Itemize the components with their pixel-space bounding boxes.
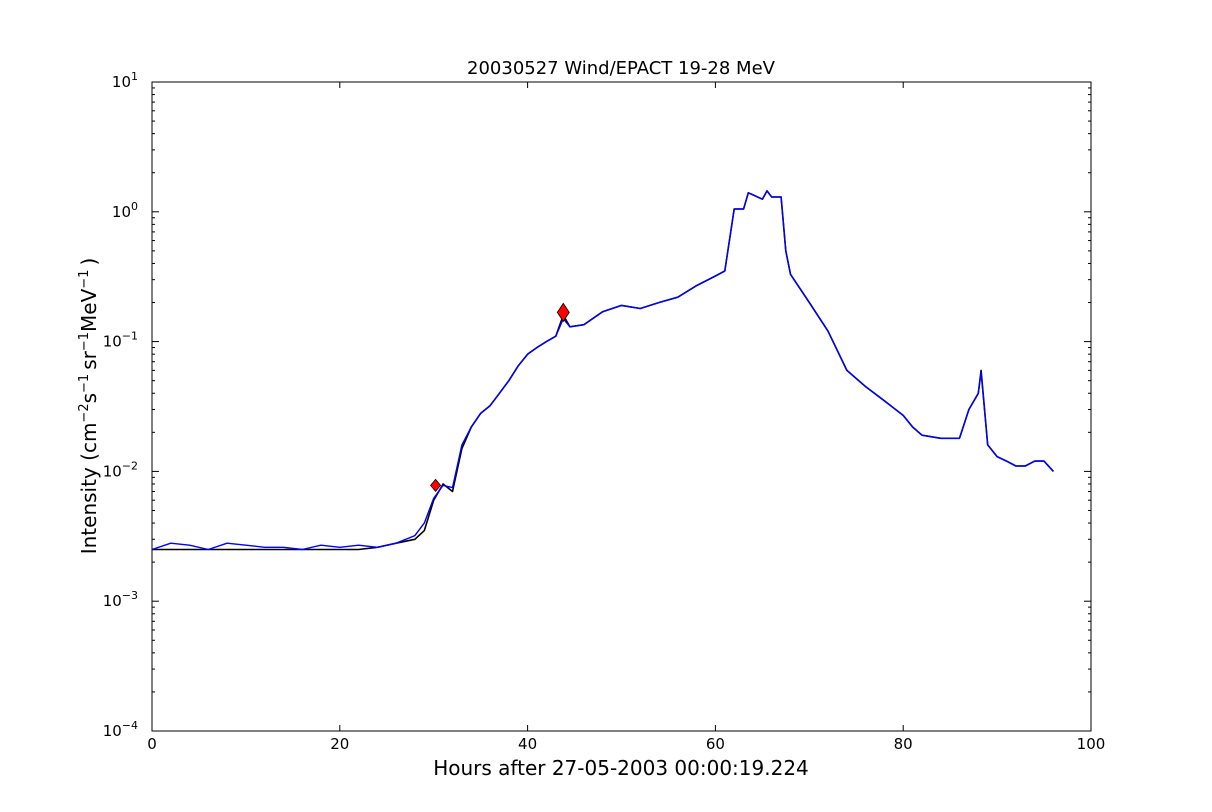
x-tick-label: 40 (518, 735, 537, 753)
y-tick-label: 10−4 (103, 719, 138, 740)
y-tick-label: 10−3 (103, 589, 138, 610)
marker-diamond (556, 302, 570, 323)
x-tick-label: 80 (894, 735, 913, 753)
y-axis-title-suffix: ) (77, 258, 101, 266)
x-tick-label: 60 (706, 735, 725, 753)
y-axis-title-s: s (77, 393, 101, 403)
x-tick-label: 0 (147, 735, 157, 753)
marker-layer (430, 302, 570, 493)
y-tick-label: 10−1 (103, 330, 138, 351)
y-axis-title-sup2: −1 (77, 374, 92, 393)
series-line-1 (151, 190, 1054, 551)
x-axis-title: Hours after 27-05-2003 00:00:19.224 (433, 756, 809, 780)
y-ticks: 10−4 10−3 10−2 10−1 100 101 (103, 70, 1091, 740)
y-tick-label: 101 (112, 70, 138, 91)
marker-diamond (430, 478, 442, 493)
y-axis-title-mev: MeV (77, 288, 101, 332)
y-axis-title-sup4: −1 (77, 270, 92, 289)
y-axis-title-prefix: Intensity (cm (77, 423, 101, 555)
x-ticks: 0 20 40 60 80 100 (147, 82, 1105, 753)
chart-title: 20030527 Wind/EPACT 19-28 MeV (467, 58, 776, 79)
y-axis-title-sup1: −2 (77, 403, 92, 422)
y-tick-label: 10−2 (103, 459, 138, 480)
y-axis-title: Intensity (cm−2s−1sr−1MeV−1) (77, 258, 101, 555)
x-tick-label: 20 (330, 735, 349, 753)
series-layer (151, 190, 1054, 551)
y-axis-title-sr: sr (77, 350, 101, 369)
plot-frame (151, 81, 1092, 732)
y-tick-label: 100 (112, 200, 138, 221)
y-axis-title-sup3: −1 (77, 332, 92, 351)
x-tick-label: 100 (1077, 735, 1106, 753)
